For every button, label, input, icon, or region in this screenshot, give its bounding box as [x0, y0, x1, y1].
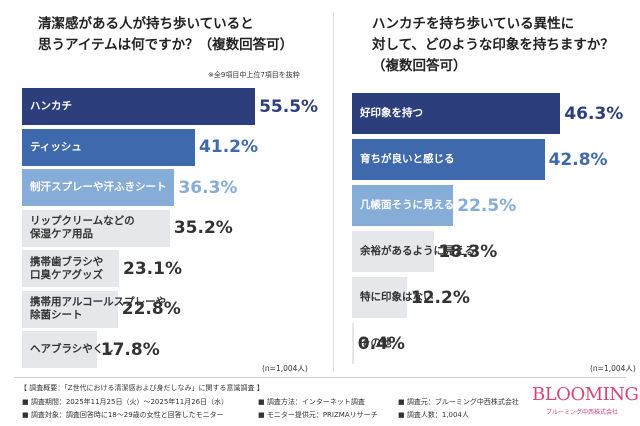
category-label: 携帯歯ブラシや 口臭ケアグッズ: [30, 255, 104, 281]
value-label: 18.3%: [438, 241, 498, 262]
category-label: 几帳面そうに見える: [360, 199, 455, 211]
sample-size: (n=1,004人): [262, 364, 308, 373]
bar: [22, 169, 175, 206]
value-label: 17.8%: [100, 339, 160, 360]
chart-note: ※全9項目中上位7項目を抜粋: [208, 71, 300, 79]
footer-rule: [14, 377, 626, 378]
bar: [22, 128, 196, 166]
logo: BLOOMING: [532, 384, 639, 405]
divider: [333, 12, 334, 372]
category-label: 余裕があるように見える: [360, 245, 476, 257]
footer-item: ■ 調査期間：2025年11月25日（火）〜2025年11月26日（水）: [22, 398, 229, 406]
footer-item: ■ 調査対象：調査回答時に18〜29歳の女性と回答したモニター: [22, 411, 224, 419]
category-label: ハンカチ: [30, 100, 72, 112]
category-label: その他: [360, 337, 392, 349]
value-label: 41.2%: [199, 137, 259, 157]
category-label: ティッシュ: [30, 140, 82, 153]
chart-title: ハンカチを持ち歩いている異性に 対して、どのような印象を持ちますか？ （複数回答…: [372, 16, 614, 74]
bar: [22, 88, 256, 125]
logo-sub: ブルーミング中西株式会社: [546, 409, 619, 416]
value-label: 0.4%: [357, 333, 405, 354]
footer-item: ■ 調査元：ブルーミング中西株式会社: [398, 398, 519, 406]
value-label: 23.1%: [123, 258, 182, 279]
bar: [352, 139, 545, 180]
footer-item: ■ 調査方法：インターネット調査: [258, 398, 365, 406]
value-label: 35.2%: [173, 218, 233, 238]
bar: [352, 277, 407, 318]
category-label: 育ちが良いと感じる: [360, 153, 455, 165]
value-label: 46.3%: [564, 103, 624, 124]
footer-heading: 【 調査概要：「Z世代における清潔感および身だしなみ」に関する意識調査 】: [20, 384, 264, 392]
footer-item: ■ モニター提供元：PRIZMAリサーチ: [258, 411, 378, 419]
category-label: 特に印象はない: [360, 291, 434, 303]
bar: [352, 231, 435, 272]
value-label: 12.2%: [410, 287, 470, 308]
value-label: 42.8%: [548, 149, 608, 170]
sample-size: (n=1,004人): [590, 364, 636, 373]
category-label: ヘアブラシやくし: [30, 343, 114, 355]
category-label: リップクリームなどの 保湿ケア用品: [30, 215, 135, 240]
bar: [352, 185, 454, 226]
value-label: 55.5%: [259, 96, 319, 117]
category-label: 携帯用アルコールスプレーや 除菌シート: [30, 296, 167, 321]
bar: [22, 290, 118, 328]
chart-title: 清潔感がある人が持ち歩いていると 思うアイテムは何ですか？（複数回答可）: [38, 16, 294, 53]
bar: [22, 209, 170, 247]
bar: [22, 331, 97, 368]
category-label: 好印象を持つ: [360, 107, 423, 119]
category-label: 制汗スプレーや汗ふきシート: [30, 181, 167, 193]
bar: [22, 250, 120, 287]
bar: [352, 323, 354, 364]
bar: [352, 93, 561, 134]
value-label: 36.3%: [178, 177, 238, 198]
value-label: 22.5%: [457, 195, 517, 216]
value-label: 22.8%: [121, 299, 181, 319]
footer-item: ■ 調査人数：1,004人: [398, 411, 469, 419]
